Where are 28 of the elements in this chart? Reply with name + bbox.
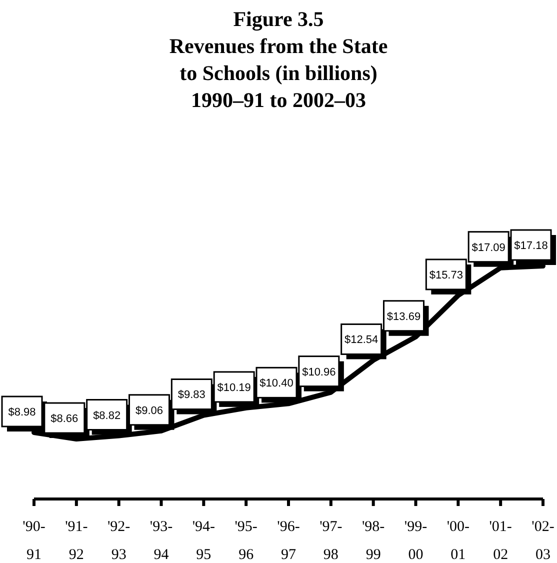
x-tick-label: '01-02 <box>489 519 512 563</box>
x-tick-label: '99-00 <box>404 519 428 563</box>
data-label: $12.54 <box>344 334 378 346</box>
data-label: $9.06 <box>135 404 164 417</box>
x-tick-label: '93-94 <box>150 519 173 563</box>
data-label: $15.73 <box>429 269 463 282</box>
data-label: $17.09 <box>472 242 506 254</box>
x-tick-label: '98-99 <box>362 519 385 563</box>
x-tick-label: '96-97 <box>277 519 300 563</box>
data-label: $10.19 <box>217 382 251 394</box>
x-tick-label: '95-96 <box>234 519 258 563</box>
x-tick-label: '00-01 <box>446 519 470 563</box>
data-label: $13.69 <box>386 310 421 323</box>
x-tick-label: '90-91 <box>22 519 46 563</box>
x-tick-label: '97-98 <box>320 519 342 563</box>
x-tick-label: '91-92 <box>65 519 88 563</box>
data-label: $8.66 <box>50 413 78 425</box>
data-label: $17.18 <box>514 240 548 252</box>
data-label: $10.96 <box>302 366 336 378</box>
data-label: $8.98 <box>8 406 36 418</box>
data-label: $9.83 <box>178 389 206 402</box>
x-tick-label: '02-03 <box>532 519 554 563</box>
chart-subtitle: Revenues from the State to Schools (in billions) 1990–91 to 2002–03 <box>169 34 388 112</box>
x-tick-label: '94-95 <box>192 519 216 563</box>
data-label: $10.40 <box>260 378 294 390</box>
data-label: $8.82 <box>93 410 121 422</box>
chart-title: Figure 3.5 <box>233 7 324 31</box>
x-tick-label: '92-93 <box>107 519 130 563</box>
